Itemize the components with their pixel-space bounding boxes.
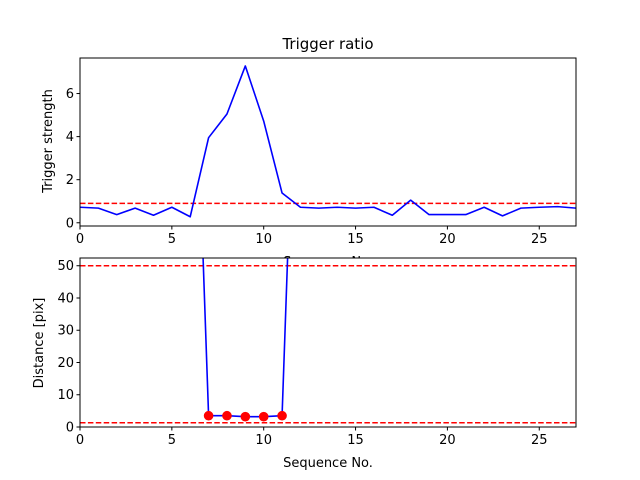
top-x-tick-label: 15 bbox=[347, 232, 364, 247]
bottom-x-tick-label: 5 bbox=[168, 433, 176, 448]
bottom-plot-area bbox=[80, 258, 576, 427]
bottom-y-tick-label: 50 bbox=[57, 259, 74, 274]
top-y-tick-label: 2 bbox=[66, 173, 74, 188]
top-y-tick-label: 4 bbox=[66, 130, 74, 145]
bottom-marker-point-4 bbox=[277, 410, 287, 421]
bottom-y-tick-label: 20 bbox=[57, 356, 74, 371]
bottom-marker-point-2 bbox=[240, 411, 251, 422]
top-y-axis-label: Trigger strength bbox=[41, 89, 56, 194]
bottom-x-axis-label: Sequence No. bbox=[283, 456, 373, 471]
top-x-tick-label: 20 bbox=[439, 232, 456, 247]
top-x-tick-label: 0 bbox=[76, 232, 84, 247]
bottom-x-tick-label: 20 bbox=[439, 433, 456, 448]
bottom-y-tick-label: 40 bbox=[57, 291, 74, 306]
bottom-marker-point-1 bbox=[222, 410, 232, 421]
bottom-marker-point-3 bbox=[258, 411, 269, 422]
bottom-y-tick-label: 10 bbox=[57, 388, 74, 403]
bottom-axes-frame bbox=[79, 257, 577, 428]
top-y-tick-label: 6 bbox=[66, 87, 74, 102]
bottom-y-tick-label: 30 bbox=[57, 324, 74, 339]
bottom-y-axis-label: Distance [pix] bbox=[32, 298, 47, 389]
top-series-line-0 bbox=[80, 65, 576, 218]
top-x-tick-label: 5 bbox=[168, 232, 176, 247]
top-y-tick-label: 0 bbox=[66, 216, 74, 231]
bottom-x-tick-label: 15 bbox=[347, 433, 364, 448]
top-x-tick-label: 25 bbox=[531, 232, 548, 247]
bottom-x-tick-label: 25 bbox=[531, 433, 548, 448]
top-axes-frame bbox=[79, 57, 577, 227]
chart-marks: 0 5 10 15 20 25 0 2 4 6 0 5 10 15 20 25 0 10 20 30 40 50 bbox=[57, 57, 577, 448]
chart-title: Trigger ratio bbox=[281, 35, 373, 53]
bottom-x-tick-label: 10 bbox=[255, 433, 272, 448]
bottom-marker-point-0 bbox=[203, 410, 214, 421]
top-plot-area bbox=[80, 58, 576, 226]
bottom-y-tick-label: 0 bbox=[66, 421, 74, 436]
top-x-tick-label: 10 bbox=[255, 232, 272, 247]
bottom-x-tick-label: 0 bbox=[76, 433, 84, 448]
